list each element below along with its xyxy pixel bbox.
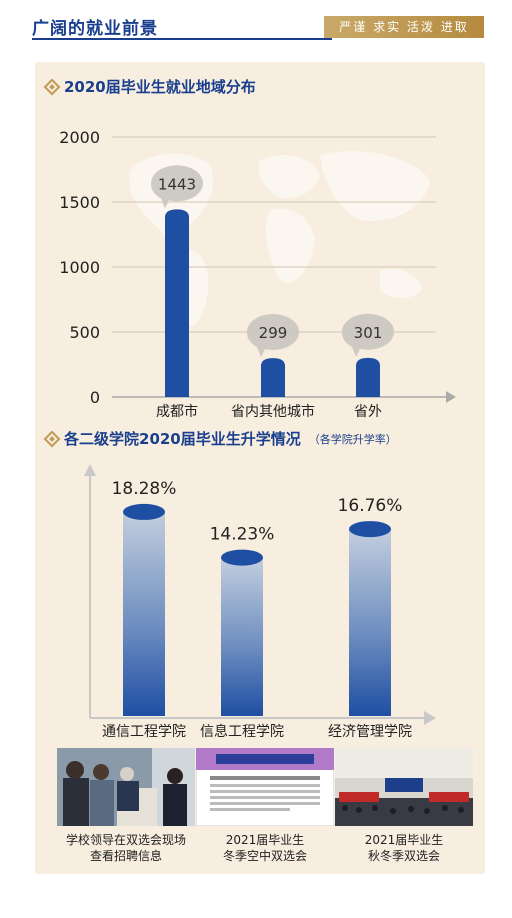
photo-leaders-at-job-fair xyxy=(57,748,195,826)
section2-subtitle: （各学院升学率） xyxy=(308,432,397,446)
title-underline xyxy=(32,38,332,40)
caption-line: 2021届毕业生 xyxy=(225,833,305,847)
caption-photo-2: 2021届毕业生 冬季空中双选会 xyxy=(196,832,334,864)
photo-campus-job-fair xyxy=(335,748,473,826)
diamond-bullet-icon xyxy=(43,430,61,447)
diamond-bullet-icon xyxy=(43,78,61,95)
photo-strip: 学校领导在双选会现场 查看招聘信息 2021届毕业生 冬季空中双选会 2021届… xyxy=(57,748,473,870)
caption-line: 学校领导在双选会现场 xyxy=(65,833,186,847)
motto-banner: 严谨 求实 活泼 进取 xyxy=(324,16,484,38)
section2-title-text: 各二级学院2020届毕业生升学情况 xyxy=(64,430,301,448)
world-map-background xyxy=(129,151,430,326)
caption-photo-3: 2021届毕业生 秋冬季双选会 xyxy=(335,832,473,864)
section1-title-text: 2020届毕业生就业地域分布 xyxy=(64,78,256,96)
caption-line: 查看招聘信息 xyxy=(89,849,162,863)
caption-photo-1: 学校领导在双选会现场 查看招聘信息 xyxy=(57,832,195,864)
section2-title: 各二级学院2020届毕业生升学情况 （各学院升学率） xyxy=(43,428,397,449)
caption-line: 冬季空中双选会 xyxy=(222,849,307,863)
page-title: 广阔的就业前景 xyxy=(32,19,158,39)
section1-title: 2020届毕业生就业地域分布 xyxy=(43,76,256,97)
caption-line: 秋冬季双选会 xyxy=(367,849,440,863)
photo-online-job-fair xyxy=(196,748,334,826)
page-header: 广阔的就业前景 严谨 求实 活泼 进取 xyxy=(28,12,484,40)
caption-line: 2021届毕业生 xyxy=(364,833,444,847)
